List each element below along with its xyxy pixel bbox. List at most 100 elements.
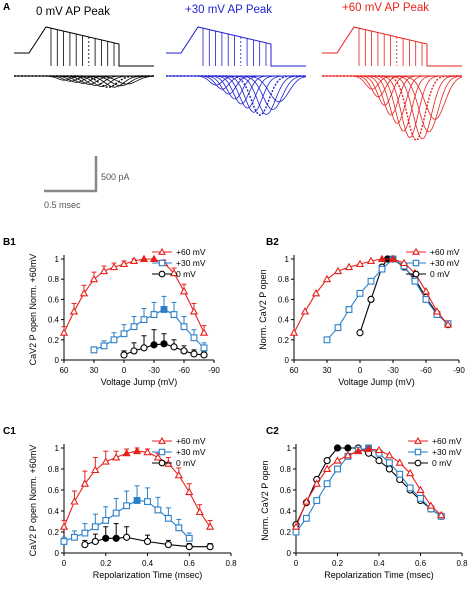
panel-b1-label: B1 [3,237,16,248]
y-tick-label: 0.4 [280,507,292,516]
current-traces [14,26,463,142]
legend-label: +60 mV [430,247,460,257]
x-axis-label: Voltage Jump (mV) [338,377,415,387]
x-tick-label: 0.8 [456,559,468,568]
data-point [412,247,420,255]
voltage-protocol [14,26,154,67]
data-point [190,334,198,342]
data-point [150,341,158,349]
data-point [385,465,393,473]
data-point [123,502,131,510]
data-point [91,465,100,474]
data-point [69,307,79,315]
data-point [158,448,166,456]
legend-label: +60 mV [176,436,206,446]
y-tick-label: 0.8 [48,275,60,284]
data-point [60,538,68,545]
data-point [313,497,321,504]
data-point [195,507,204,516]
data-point [367,277,375,285]
x-tick-label: 0 [358,366,363,375]
data-point [185,543,193,551]
data-point [139,254,149,262]
data-point [206,543,214,551]
data-point [333,266,343,275]
data-point [160,306,168,313]
data-point [180,347,188,355]
legend-label: 0 mV [176,458,196,468]
legend-30mVmv: +30 mV [406,258,460,268]
x-tick-label: -90 [453,366,465,375]
y-tick-label: 0.2 [278,336,290,345]
y-tick-label: 1 [55,444,60,453]
x-tick-label: 0.6 [184,559,196,568]
data-point [71,533,78,541]
current-trace [166,75,307,103]
data-point [79,288,89,297]
legend-30mVmv: +30 mV [408,447,462,457]
current-trace [322,75,462,142]
x-tick-label: 0.4 [373,559,385,568]
series-60mVmv [59,254,209,336]
data-point [70,497,79,505]
data-point [59,328,69,336]
panel-a-title-0mv: 0 mV AP Peak [36,6,110,18]
x-tick-label: -30 [148,366,160,375]
panel-a-label: A [3,2,10,13]
data-point [437,510,446,519]
panel-c2-label: C2 [266,426,279,437]
data-point [399,258,409,267]
y-tick-label: 0.6 [48,295,60,304]
series-60mVmv [289,254,453,336]
data-point [122,448,131,457]
data-point [291,522,301,530]
data-point [158,436,166,444]
data-point [367,295,375,303]
data-point [164,541,172,549]
data-point [100,342,108,350]
series-60mVmv [291,444,446,530]
data-point [302,497,311,505]
y-tick-label: 0.2 [48,336,60,345]
y-tick-label: 0.8 [278,275,290,284]
chart-b2: 0 0.2 0.4 0.6 0.8 1 60 30 0 -30 -60 -90 Voltage Jump… [258,247,465,387]
legend: +60 mV+30 mV0 mV [406,247,460,279]
data-point [130,323,138,331]
data-point [300,307,310,315]
data-point [149,254,159,262]
data-point [354,446,363,455]
legend-30mVmv: +30 mV [152,447,206,457]
data-point [170,311,178,318]
x-tick-label: 0 [294,559,299,568]
chart-c1: 0 0.2 0.4 0.6 0.8 1 0 0.2 0.4 0.6 0.8 Repolarizatio… [28,436,237,580]
data-point [426,501,436,509]
panel-a-title-60mv: +60 mV AP Peak [342,2,429,14]
data-point [422,295,430,303]
legend-label: 0 mV [432,458,452,468]
legend-label: +60 mV [432,436,462,446]
data-point [143,537,152,546]
legend-60mVmv: +60 mV [408,436,462,446]
data-point [292,528,300,536]
data-point [158,259,166,267]
data-point [158,459,166,467]
data-point [81,529,89,537]
data-point [343,450,353,459]
panel-a-title-30mv: +30 mV AP Peak [185,4,272,16]
data-point [89,274,99,283]
data-point [406,484,414,492]
y-tick-label: 0.6 [278,295,290,304]
data-point [160,340,168,348]
scale-time-label: 0.5 msec [44,200,81,210]
x-tick-label: 0.4 [142,559,154,568]
data-point [356,329,364,337]
series-0mVmv [81,523,214,551]
data-point [345,306,353,313]
data-point [129,256,139,265]
chart-b1: 0 0.2 0.4 0.6 0.8 1 60 30 0 -30 -60 -90 Voltage Jump… [28,247,220,387]
x-tick-label: 0.2 [100,559,112,568]
data-point [132,446,142,455]
data-point [140,344,148,352]
panel-c1-label: C1 [3,426,16,437]
current-trace [322,75,462,139]
